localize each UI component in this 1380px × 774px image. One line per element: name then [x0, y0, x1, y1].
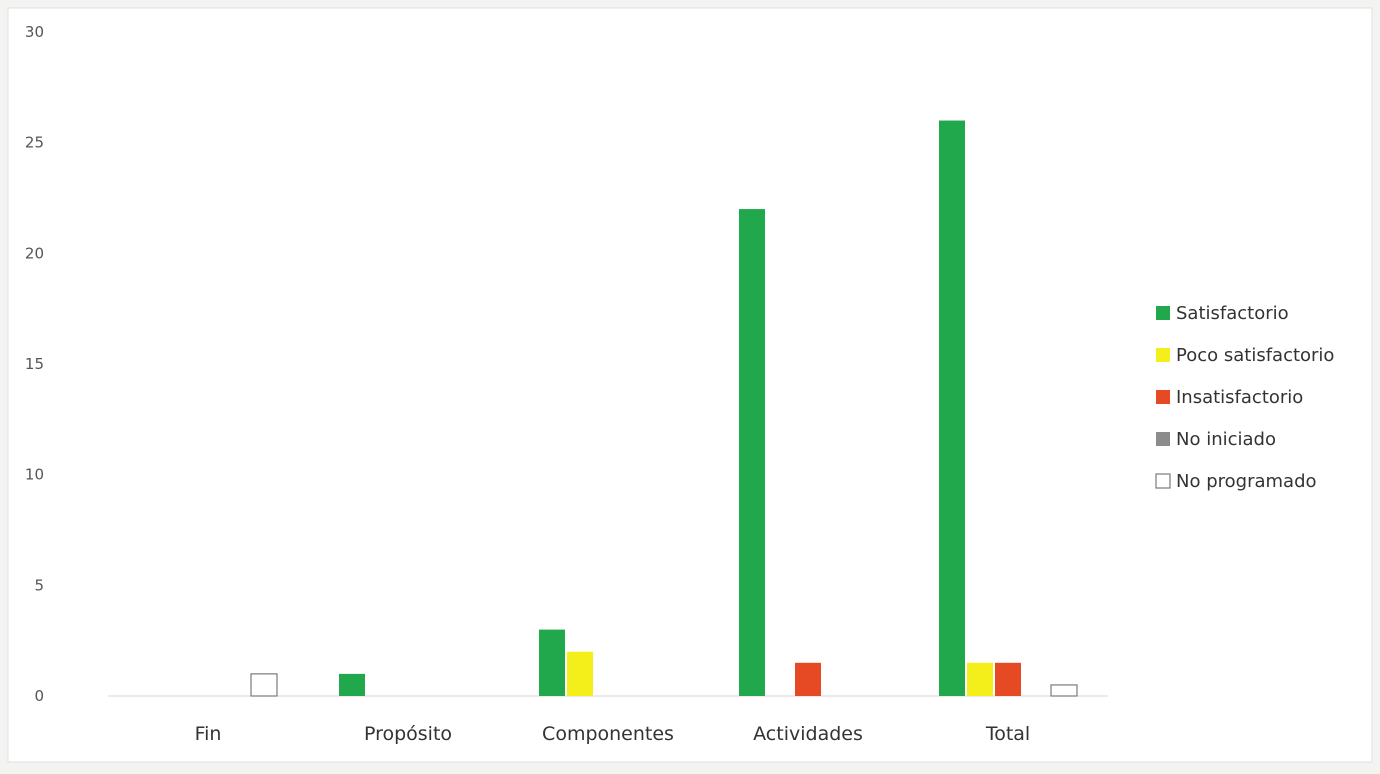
y-tick-label: 10: [25, 466, 44, 484]
y-axis: 0 5 10 15 20 25 30: [25, 23, 44, 705]
legend-label: Satisfactorio: [1176, 303, 1289, 324]
legend-item: No programado: [1155, 471, 1317, 492]
legend-label: No programado: [1176, 471, 1317, 492]
x-tick-label: Total: [985, 723, 1030, 745]
bar-poco-satisfactorio-componentes: [567, 651, 593, 696]
legend-swatch: [1155, 473, 1171, 489]
bar-series-group: [250, 120, 1078, 697]
bar-insatisfactorio-total: [995, 662, 1021, 696]
legend-label: Insatisfactorio: [1176, 387, 1303, 408]
legend: Satisfactorio Poco satisfactorio Insatisfa…: [1155, 303, 1334, 492]
legend-item: No iniciado: [1156, 429, 1276, 450]
x-tick-label: Propósito: [364, 723, 452, 745]
legend-item: Insatisfactorio: [1156, 387, 1303, 408]
bar-no-programado-total: [1050, 684, 1078, 697]
bar-no-programado-fin: [250, 673, 278, 697]
y-tick-label: 20: [25, 244, 44, 262]
bar-satisfactorio-total: [939, 120, 965, 697]
bar-satisfactorio-propósito: [339, 673, 365, 696]
legend-swatch: [1156, 348, 1170, 362]
bar-satisfactorio-componentes: [539, 629, 565, 696]
legend-item: Poco satisfactorio: [1156, 345, 1334, 366]
bar-poco-satisfactorio-total: [967, 662, 993, 696]
y-tick-label: 0: [34, 687, 44, 705]
legend-label: No iniciado: [1176, 429, 1276, 450]
y-tick-label: 25: [25, 134, 44, 152]
x-tick-label: Componentes: [542, 723, 674, 745]
legend-swatch: [1156, 432, 1170, 446]
y-tick-label: 30: [25, 23, 44, 41]
legend-swatch: [1156, 306, 1170, 320]
x-tick-label: Fin: [195, 723, 222, 745]
bar-satisfactorio-actividades: [739, 209, 765, 697]
y-tick-label: 15: [25, 355, 44, 373]
legend-label: Poco satisfactorio: [1176, 345, 1334, 366]
bar-insatisfactorio-actividades: [795, 662, 821, 696]
x-axis: Fin Propósito Componentes Actividades Total: [195, 723, 1031, 745]
x-tick-label: Actividades: [753, 723, 863, 745]
y-tick-label: 5: [34, 576, 44, 594]
legend-item: Satisfactorio: [1156, 303, 1289, 324]
legend-swatch: [1156, 390, 1170, 404]
